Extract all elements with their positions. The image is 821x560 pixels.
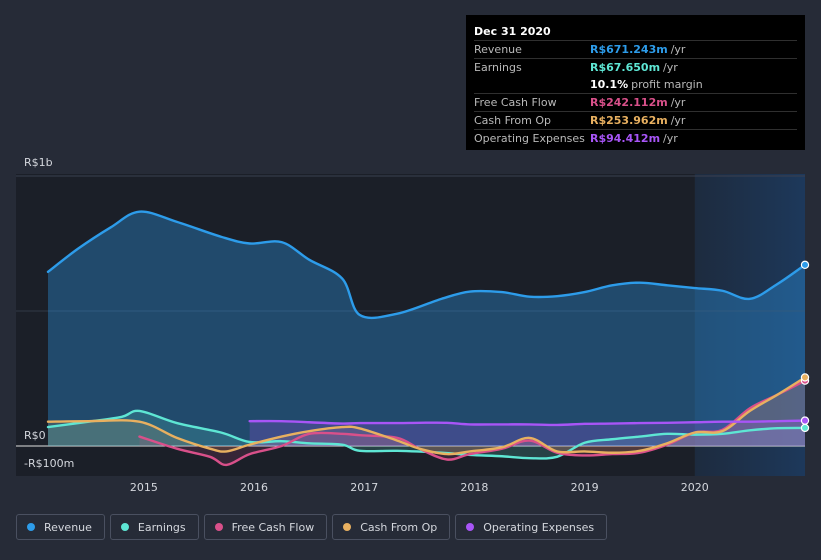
earnings-area	[48, 410, 805, 459]
legend-item-earnings[interactable]: Earnings	[109, 514, 199, 540]
tooltip-label: Revenue	[474, 43, 522, 56]
tooltip-label	[474, 76, 590, 93]
tooltip-row-earnings: Earnings R$67.650m /yr	[474, 58, 797, 76]
tooltip-row-operating-expenses: Operating Expenses R$94.412m /yr	[474, 129, 797, 147]
legend-item-operating-expenses[interactable]: Operating Expenses	[455, 514, 608, 540]
legend-label: Free Cash Flow	[231, 520, 315, 534]
x-tick-label: 2016	[240, 481, 268, 494]
tooltip-value: R$671.243m	[590, 43, 668, 56]
tooltip-row-profit-margin: 10.1% profit margin	[474, 76, 797, 93]
tooltip-row-revenue: Revenue R$671.243m /yr	[474, 40, 797, 58]
y-label-negative: -R$100m	[24, 457, 74, 470]
legend-label: Cash From Op	[360, 520, 438, 534]
legend-item-cash-from-op[interactable]: Cash From Op	[332, 514, 451, 540]
tooltip-unit: profit margin	[631, 78, 703, 91]
tooltip-label: Cash From Op	[474, 114, 552, 127]
tooltip-label: Operating Expenses	[474, 132, 585, 145]
series-lines	[46, 210, 807, 467]
revenue-endpoint	[800, 260, 810, 270]
legend: Revenue Earnings Free Cash Flow Cash Fro…	[16, 514, 608, 540]
x-tick-label: 2017	[350, 481, 378, 494]
operating-expenses-area	[249, 420, 805, 446]
revenue-area	[48, 211, 805, 446]
y-label-zero: R$0	[24, 429, 46, 442]
x-tick-label: 2020	[681, 481, 709, 494]
tooltip: Dec 31 2020 Revenue R$671.243m /yr Earni…	[466, 15, 805, 150]
tooltip-row-cash-from-op: Cash From Op R$253.962m /yr	[474, 111, 797, 129]
y-label-top: R$1b	[24, 156, 53, 169]
legend-dot-icon	[466, 523, 475, 531]
earnings-endpoint	[800, 423, 810, 433]
tooltip-unit: /yr	[670, 114, 686, 127]
x-tick-label: 2019	[571, 481, 599, 494]
legend-label: Operating Expenses	[483, 520, 595, 534]
legend-dot-icon	[214, 523, 223, 531]
x-tick-label: 2015	[130, 481, 158, 494]
tooltip-value: 10.1%	[590, 78, 629, 91]
cash-from-op-endpoint	[800, 373, 810, 382]
legend-label: Earnings	[137, 520, 186, 534]
tooltip-value: R$67.650m	[590, 61, 661, 74]
operating-expenses-endpoint	[800, 416, 810, 425]
legend-dot-icon	[27, 523, 35, 531]
legend-dot-icon	[343, 523, 352, 531]
x-axis-ticks: 2015 2016 2017 2018 2019 2020	[130, 481, 709, 494]
operating-expenses-line	[248, 419, 807, 427]
legend-item-free-cash-flow[interactable]: Free Cash Flow	[203, 514, 328, 540]
tooltip-unit: /yr	[670, 43, 686, 56]
plot-background	[16, 174, 805, 476]
tooltip-row-free-cash-flow: Free Cash Flow R$242.112m /yr	[474, 93, 797, 111]
forecast-band	[694, 174, 805, 476]
tooltip-value: R$253.962m	[590, 114, 668, 127]
cash-from-op-line	[46, 376, 807, 456]
tooltip-unit: /yr	[670, 96, 686, 109]
tooltip-value: R$242.112m	[590, 96, 668, 109]
tooltip-label: Free Cash Flow	[474, 96, 557, 109]
legend-label: Revenue	[44, 520, 92, 534]
tooltip-unit: /yr	[663, 61, 678, 74]
legend-dot-icon	[120, 523, 129, 531]
tooltip-unit: /yr	[663, 132, 678, 145]
x-tick-label: 2018	[460, 481, 488, 494]
revenue-line	[46, 210, 807, 320]
legend-item-revenue[interactable]: Revenue	[16, 514, 105, 540]
series-endpoints	[800, 260, 810, 433]
tooltip-value: R$94.412m	[590, 132, 661, 145]
tooltip-date: Dec 31 2020	[474, 25, 551, 38]
tooltip-label: Earnings	[474, 61, 522, 74]
